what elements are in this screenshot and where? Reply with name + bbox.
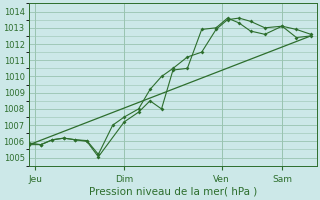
X-axis label: Pression niveau de la mer( hPa ): Pression niveau de la mer( hPa )	[89, 187, 257, 197]
